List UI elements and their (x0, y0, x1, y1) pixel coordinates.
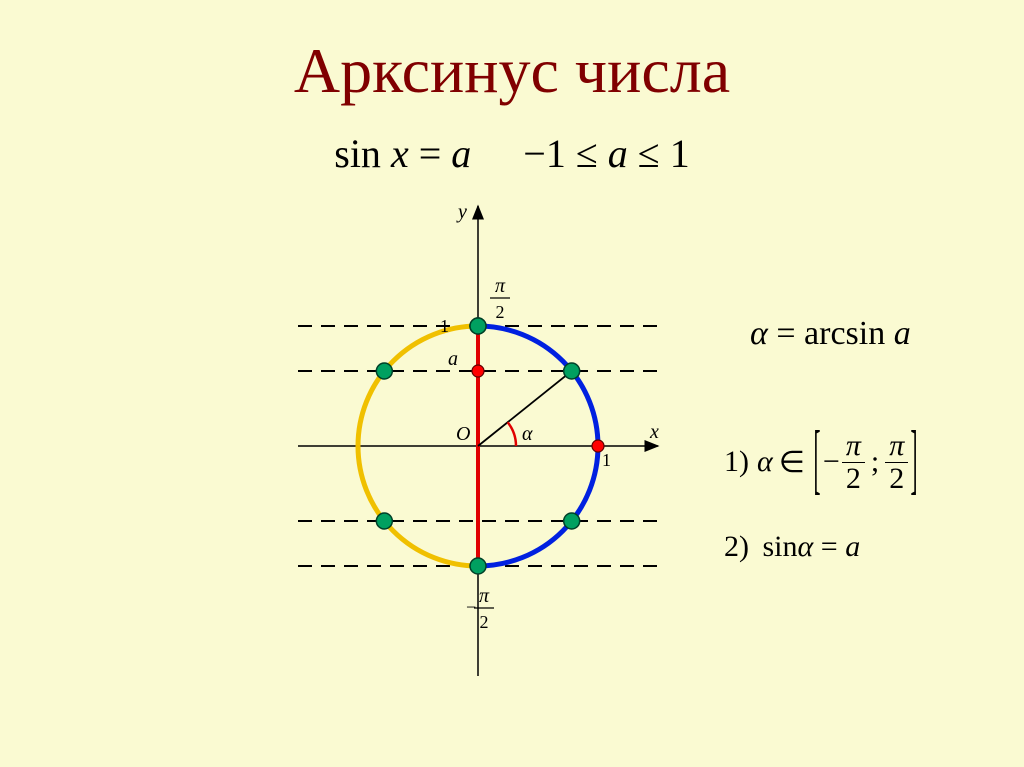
label-O: O (456, 423, 470, 445)
eq-var-x: x (391, 131, 409, 176)
range-sep: ; (871, 445, 879, 479)
sina-eq: = (813, 530, 845, 563)
constraint-neg1: −1 (523, 131, 566, 176)
range-in: ∈ (779, 445, 805, 480)
label-y: y (456, 201, 467, 223)
sina-alpha: α (798, 530, 814, 563)
constraint-a: a (608, 131, 628, 176)
red-dot-a-y (472, 365, 484, 377)
green-dot (564, 513, 580, 529)
range-pi-1: π (842, 430, 865, 463)
label-one-y: 1 (440, 316, 449, 336)
alpha-symbol: α (750, 315, 768, 352)
eq-alpha-arcsin: α = arcsin a (750, 315, 911, 353)
range-num: 1) (724, 445, 749, 479)
range-pos-pi2: π 2 (885, 430, 908, 494)
eq-rhs-a: a (451, 131, 471, 176)
sina-a: a (845, 530, 860, 563)
svg-text:2: 2 (480, 612, 489, 632)
unit-circle-diagram: yxO11aαπ2−π2 (278, 196, 718, 736)
eq-range: 1) α ∈ [ − π 2 ; π 2 ] (724, 430, 920, 494)
sina-sin: sin (763, 530, 798, 563)
svg-text:−: − (466, 597, 476, 617)
range-two-1: 2 (842, 463, 865, 495)
constraint-1: 1 (670, 131, 690, 176)
range-pi-2: π (885, 430, 908, 463)
svg-text:π: π (479, 585, 490, 607)
constraint-le2: ≤ (628, 131, 670, 176)
pi-over-2-label: π2 (490, 275, 510, 322)
green-dot (376, 363, 392, 379)
green-dot-bottom (470, 558, 486, 574)
range-neg-pi2: π 2 (842, 430, 865, 494)
bracket-close: ] (911, 417, 918, 505)
arcsin-a: a (894, 315, 911, 352)
bracket-open: [ (813, 417, 820, 505)
main-equation: sin x = a −1 ≤ a ≤ 1 (0, 130, 1024, 177)
eq-sin-alpha: 2) sinα = a (724, 530, 860, 564)
sina-num: 2) (724, 530, 749, 563)
green-dot-top (470, 318, 486, 334)
green-dot (564, 363, 580, 379)
range-two-2: 2 (885, 463, 908, 495)
arcsin-text: arcsin (804, 315, 885, 352)
constraint-le1: ≤ (566, 131, 608, 176)
eq-sign-arcsin: = (768, 315, 804, 352)
label-a: a (448, 348, 458, 370)
page-title: Арксинус числа (0, 34, 1024, 108)
eq-sign: = (409, 131, 452, 176)
green-dot (376, 513, 392, 529)
label-alpha: α (522, 423, 533, 445)
label-x: x (649, 421, 659, 443)
sin-text: sin (334, 131, 381, 176)
range-alpha: α (757, 445, 773, 479)
pi-over-2-label: −π 2 (466, 585, 494, 632)
svg-text:2: 2 (496, 302, 505, 322)
label-one-x: 1 (602, 450, 611, 470)
alpha-arc (508, 422, 516, 446)
range-neg: − (823, 445, 840, 479)
svg-text:π: π (495, 275, 506, 297)
